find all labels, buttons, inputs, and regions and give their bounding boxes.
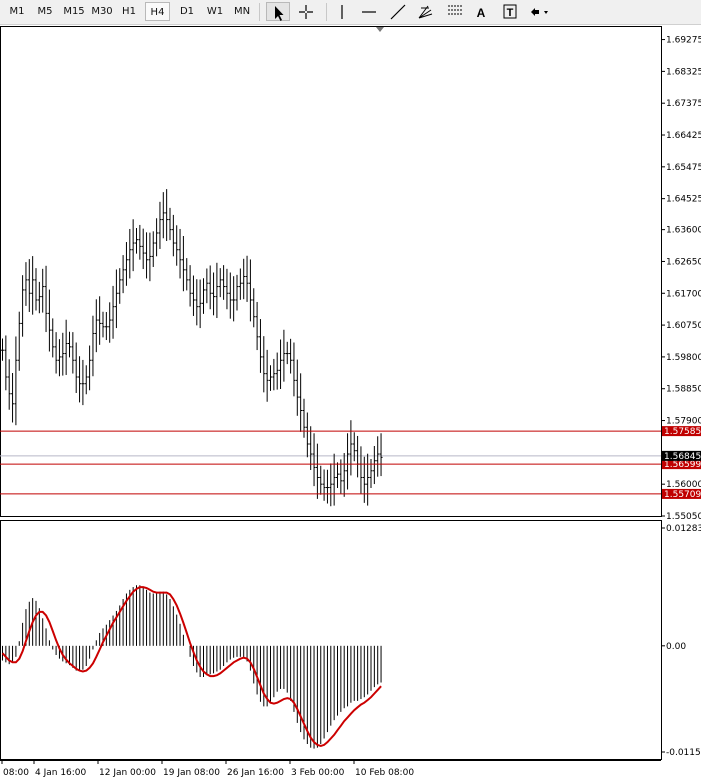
fibonacci-fan-tool-button[interactable] bbox=[414, 2, 438, 21]
timeframe-w1-button[interactable]: W1 bbox=[206, 6, 224, 17]
price-axis-label: 1.55050 bbox=[666, 512, 701, 522]
price-axis-label: 1.63600 bbox=[666, 226, 701, 236]
price-axis-label: 1.59800 bbox=[666, 353, 701, 363]
arrows-dropdown-tool-button[interactable] bbox=[526, 2, 550, 21]
timeframe-mn-button[interactable]: MN bbox=[233, 6, 251, 17]
price-axis-label: 1.66425 bbox=[666, 131, 701, 141]
macd-axis-label: 0.00 bbox=[666, 642, 686, 652]
time-axis-label: 4 Jan 16:00 bbox=[35, 768, 87, 778]
fibonacci-retracement-icon bbox=[448, 5, 462, 15]
toolbar-separator bbox=[259, 3, 260, 21]
price-panel-border bbox=[0, 26, 662, 517]
horizontal-line-price-label: 1.55709 bbox=[664, 490, 701, 500]
arrows-dropdown-icon bbox=[531, 8, 548, 16]
price-axis-label: 1.65475 bbox=[666, 163, 701, 173]
timeframe-h1-button[interactable]: H1 bbox=[122, 6, 136, 17]
text-icon: A bbox=[477, 6, 486, 20]
price-axis-label: 1.67375 bbox=[666, 99, 701, 109]
time-axis-label: 3 Feb 00:00 bbox=[291, 768, 345, 778]
price-axis-label: 1.64525 bbox=[666, 195, 701, 205]
horizontal-line-price-label: 1.57585 bbox=[664, 427, 701, 437]
timeframe-d1-button[interactable]: D1 bbox=[179, 6, 195, 17]
current-price-label: 1.56845 bbox=[664, 452, 701, 462]
trendline-icon bbox=[390, 4, 406, 20]
price-axis-label: 1.68325 bbox=[666, 67, 701, 77]
fibonacci-retracement-tool-button[interactable] bbox=[443, 2, 467, 21]
time-axis-label: 19 Jan 08:00 bbox=[163, 768, 220, 778]
timeframe-h4-button[interactable]: H4 bbox=[145, 2, 170, 21]
time-axis-label: 26 Jan 16:00 bbox=[227, 768, 284, 778]
macd-panel-border bbox=[0, 520, 662, 760]
text-tool-button[interactable]: A bbox=[469, 2, 493, 21]
current-price-tag bbox=[662, 450, 701, 461]
price-axis-label: 1.56000 bbox=[666, 480, 701, 490]
timeframe-m30-button[interactable]: M30 bbox=[91, 6, 113, 17]
text-label-icon: T bbox=[503, 4, 517, 19]
crosshair-tool-button[interactable] bbox=[294, 2, 318, 21]
horizontal-line-price-tag bbox=[662, 426, 701, 437]
time-axis-label: 08:00 bbox=[3, 768, 29, 778]
chart-area[interactable]: 1.69275 1.68325 1.67375 1.66425 1.65475 1.645… bbox=[0, 24, 701, 784]
fibonacci-fan-icon bbox=[418, 5, 433, 19]
crosshair-icon bbox=[299, 5, 313, 19]
shift-marker-icon bbox=[376, 27, 384, 32]
macd-axis-label: 0.012837 bbox=[666, 524, 701, 534]
svg-text:A: A bbox=[477, 6, 486, 20]
price-axis-label: 1.62650 bbox=[666, 257, 701, 267]
timeframe-m5-button[interactable]: M5 bbox=[37, 6, 53, 17]
price-axis-label: 1.57900 bbox=[666, 417, 701, 427]
cursor-arrow-icon bbox=[275, 6, 284, 21]
vertical-line-tool-button[interactable] bbox=[330, 2, 354, 21]
price-axis-label: 1.69275 bbox=[666, 36, 701, 46]
macd-signal-line bbox=[1, 586, 382, 747]
cursor-arrow-tool-button[interactable] bbox=[266, 2, 290, 21]
horizontal-line-price-tag bbox=[662, 459, 701, 470]
time-axis-label: 12 Jan 00:00 bbox=[99, 768, 156, 778]
horizontal-line-price-label: 1.56599 bbox=[664, 460, 701, 470]
price-axis-label: 1.58850 bbox=[666, 385, 701, 395]
timeframe-m15-button[interactable]: M15 bbox=[63, 6, 85, 17]
horizontal-line-tool-button[interactable] bbox=[357, 2, 381, 21]
vertical-line-icon bbox=[341, 5, 343, 19]
toolbar-separator bbox=[326, 3, 327, 21]
svg-text:T: T bbox=[507, 7, 514, 19]
toolbar: M1 M5 M15 M30 H1 H4 D1 W1 MN A T bbox=[0, 0, 701, 25]
time-axis-label: 10 Feb 08:00 bbox=[355, 768, 414, 778]
timeframe-m1-button[interactable]: M1 bbox=[9, 6, 25, 17]
trendline-tool-button[interactable] bbox=[386, 2, 410, 21]
price-axis-label: 1.61700 bbox=[666, 289, 701, 299]
macd-axis-label: -0.01157 bbox=[666, 748, 701, 758]
price-axis-label: 1.60750 bbox=[666, 321, 701, 331]
text-label-tool-button[interactable]: T bbox=[498, 2, 522, 21]
horizontal-line-price-tag bbox=[662, 488, 701, 499]
horizontal-line-icon bbox=[362, 11, 376, 13]
